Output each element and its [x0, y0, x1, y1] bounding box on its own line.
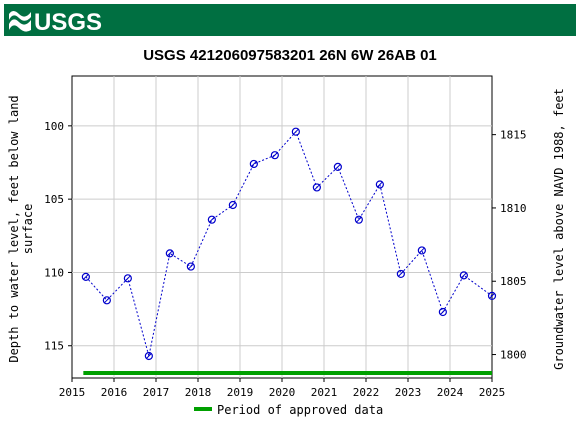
- data-point: [438, 307, 447, 317]
- data-point: [144, 351, 153, 361]
- data-point: [417, 246, 426, 255]
- data-point: [354, 215, 363, 224]
- y-right-tick-label: 1815: [500, 129, 527, 142]
- y-left-tick-label: 115: [44, 340, 64, 353]
- data-point: [270, 151, 279, 160]
- data-point: [123, 274, 132, 283]
- data-point: [249, 159, 258, 169]
- x-tick-label: 2018: [185, 386, 212, 399]
- left-axis-label-line-1: Depth to water level, feet below land: [7, 95, 21, 362]
- x-tick-label: 2022: [353, 386, 380, 399]
- x-tick-label: 2025: [479, 386, 506, 399]
- y-left-tick-label: 105: [44, 193, 64, 206]
- data-point: [375, 180, 384, 189]
- left-axis-label-line-2: surface: [21, 204, 35, 255]
- grid: [72, 76, 492, 378]
- data-point: [165, 249, 174, 258]
- data-point: [81, 272, 90, 281]
- data-point: [396, 269, 405, 279]
- data-point: [207, 215, 216, 224]
- data-point: [228, 200, 237, 210]
- y-right-tick-label: 1800: [500, 349, 527, 362]
- x-tick-label: 2015: [59, 386, 86, 399]
- chart-title: USGS 421206097583201 26N 6W 26AB 01: [143, 47, 437, 64]
- usgs-logo-icon: [9, 11, 31, 32]
- legend-label: Period of approved data: [217, 403, 383, 417]
- right-axis-label: Groundwater level above NAVD 1988, feet: [552, 88, 566, 370]
- x-tick-label: 2019: [227, 386, 254, 399]
- x-tick-label: 2023: [395, 386, 422, 399]
- data-point: [102, 296, 111, 305]
- approved-period-bar: [83, 371, 492, 375]
- data-point: [291, 127, 300, 136]
- usgs-logo-text: USGS: [34, 9, 102, 36]
- data-point: [312, 183, 321, 192]
- usgs-header: USGS: [4, 4, 576, 36]
- x-tick-label: 2020: [269, 386, 296, 399]
- y-right-tick-label: 1805: [500, 275, 527, 288]
- data-series: [81, 127, 497, 361]
- y-left-tick-label: 110: [44, 266, 64, 279]
- x-tick-label: 2024: [437, 386, 464, 399]
- legend: Period of approved data: [194, 403, 383, 417]
- axis-ticks: 2015 2016 2017 2018 2019 2020 2021 2022 2023 2024…: [44, 120, 526, 399]
- data-point: [333, 162, 342, 171]
- x-tick-label: 2016: [101, 386, 128, 399]
- series-line: [85, 130, 493, 357]
- header-bar: [4, 4, 576, 36]
- y-right-tick-label: 1810: [500, 202, 527, 215]
- data-point: [459, 271, 468, 280]
- approved-period: [83, 371, 492, 375]
- legend-swatch: [194, 407, 212, 411]
- x-tick-label: 2017: [143, 386, 170, 399]
- x-tick-label: 2021: [311, 386, 338, 399]
- y-left-tick-label: 100: [44, 120, 64, 133]
- data-point: [487, 291, 497, 301]
- data-point: [186, 262, 195, 271]
